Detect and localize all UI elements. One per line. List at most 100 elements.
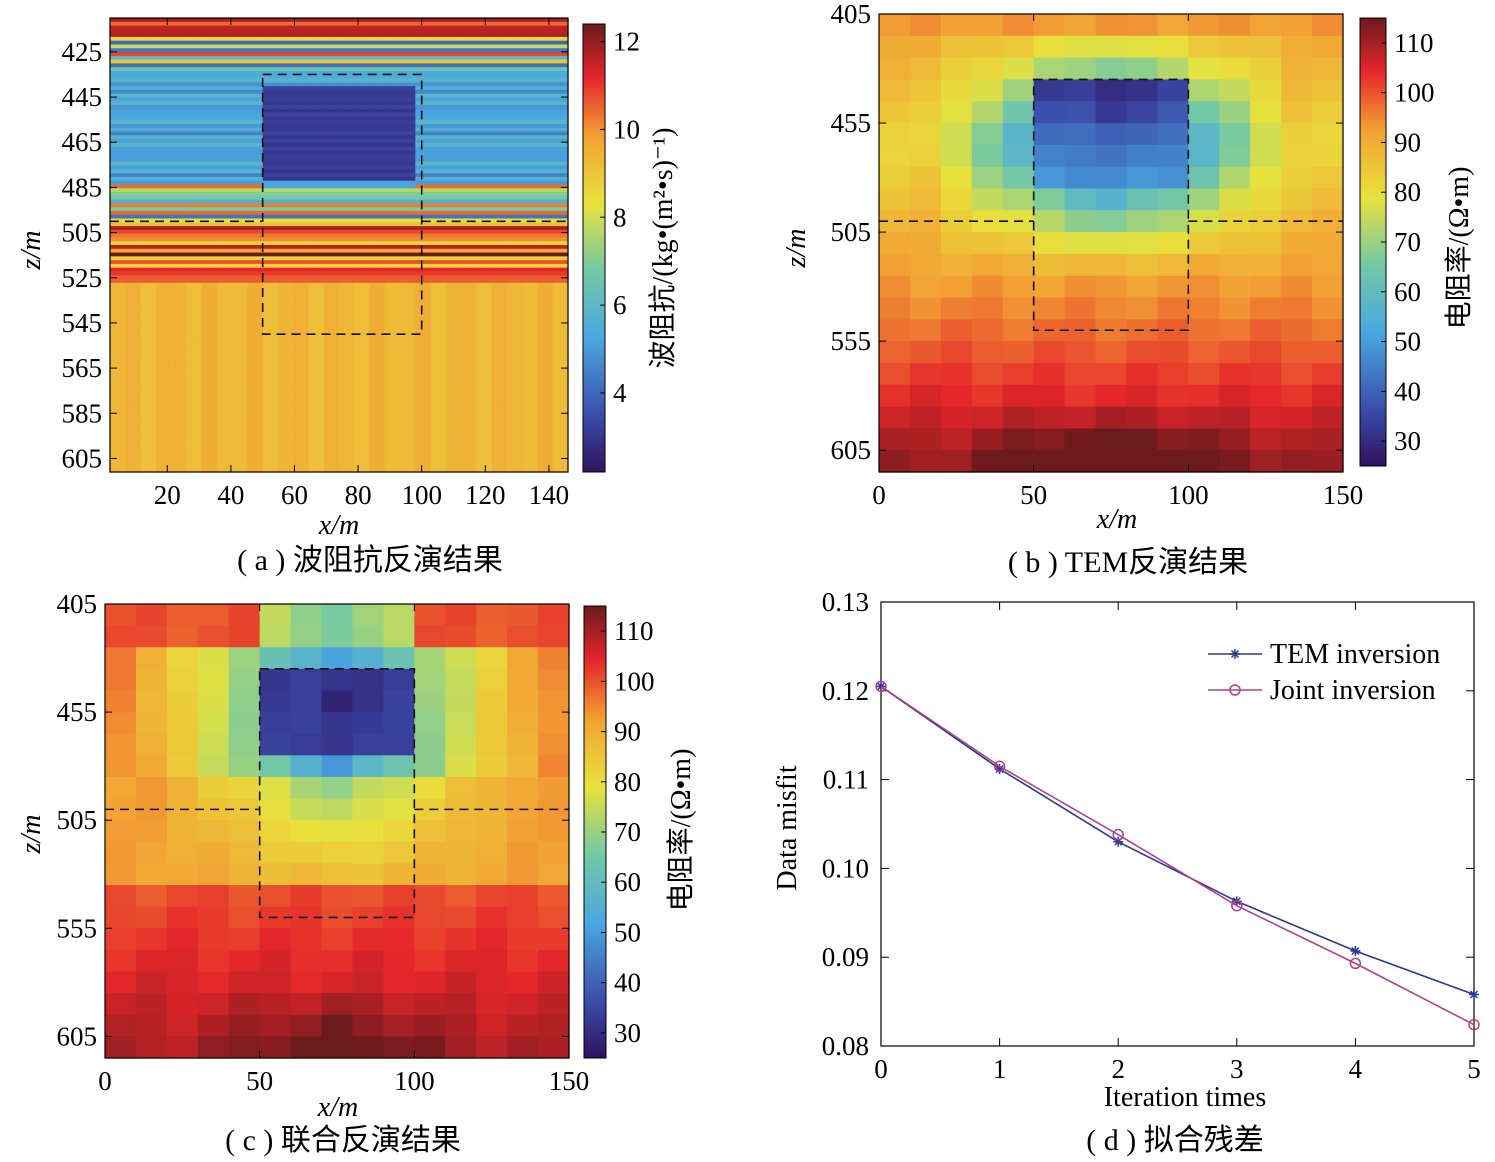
heatmap-cell	[354, 241, 371, 246]
heatmap-cell	[1281, 14, 1313, 37]
heatmap-cell	[171, 120, 187, 125]
heatmap-cell	[1002, 123, 1035, 146]
heatmap-cell	[201, 392, 218, 397]
heatmap-cell	[216, 146, 233, 152]
heatmap-cell	[537, 396, 554, 401]
heatmap-cell	[415, 169, 432, 174]
heatmap-cell	[476, 403, 493, 409]
heatmap-cell	[135, 885, 168, 908]
heatmap-cell	[125, 403, 142, 409]
heatmap-cell	[491, 33, 508, 38]
heatmap-cell	[430, 411, 447, 416]
heatmap-cell	[369, 456, 386, 462]
heatmap-cell	[323, 229, 340, 235]
heatmap-cell	[232, 453, 248, 458]
heatmap-cell	[277, 350, 294, 356]
heatmap-cell	[445, 154, 462, 159]
heatmap-cell	[415, 252, 432, 257]
heatmap-cell	[125, 445, 142, 450]
heatmap-cell	[506, 305, 523, 310]
heatmap-cell	[339, 218, 355, 223]
heatmap-cell	[476, 248, 493, 254]
heatmap-cell	[383, 733, 415, 756]
heatmap-cell	[339, 449, 355, 454]
heatmap-cell	[506, 449, 523, 454]
heatmap-cell	[522, 453, 539, 458]
heatmap-cell	[476, 456, 493, 462]
heatmap-cell	[247, 33, 264, 38]
heatmap-cell	[339, 210, 355, 216]
heatmap-cell	[491, 328, 508, 333]
heatmap-cell	[1250, 341, 1282, 364]
heatmap-cell	[1002, 79, 1035, 102]
heatmap-cell	[352, 928, 384, 951]
heatmap-cell	[262, 468, 279, 473]
heatmap-cell	[232, 290, 248, 295]
heatmap-cell	[232, 415, 248, 420]
heatmap-cell	[522, 271, 539, 276]
heatmap-cell	[476, 392, 493, 397]
heatmap-cell	[216, 89, 233, 95]
heatmap-cell	[400, 195, 416, 201]
heatmap-cell	[445, 282, 462, 288]
heatmap-cell	[308, 392, 325, 397]
heatmap-cell	[186, 241, 203, 246]
heatmap-cell	[430, 18, 447, 23]
heatmap-cell	[400, 161, 416, 167]
heatmap-cell	[415, 157, 432, 163]
heatmap-cell	[232, 245, 248, 250]
heatmap-cell	[140, 362, 157, 367]
heatmap-cell	[1281, 428, 1313, 451]
heatmap-cell	[308, 468, 325, 473]
heatmap-cell	[384, 449, 401, 454]
heatmap-cell	[277, 169, 294, 174]
heatmap-cell	[171, 290, 187, 295]
heatmap-cell	[323, 233, 340, 239]
heatmap-cell	[537, 101, 554, 106]
heatmap-cell	[293, 123, 310, 129]
heatmap-cell	[293, 313, 310, 318]
heatmap-cell	[369, 116, 386, 121]
heatmap-cell	[308, 403, 325, 409]
panel-d: 0 1 2 3 4 50.080.090.100.110.120.13 TEM inver…	[772, 587, 1481, 1157]
heatmap-cell	[522, 403, 539, 409]
heatmap-cell	[476, 949, 508, 973]
heatmap-cell	[1095, 362, 1128, 386]
heatmap-cell	[506, 105, 523, 110]
heatmap-cell	[232, 195, 248, 201]
heatmap-cell	[247, 373, 264, 379]
heatmap-cell	[491, 237, 508, 242]
heatmap-cell	[247, 233, 264, 239]
heatmap-cell	[201, 339, 218, 344]
heatmap-cell	[522, 407, 539, 413]
heatmap-cell	[201, 25, 218, 30]
heatmap-cell	[323, 135, 340, 140]
heatmap-cell	[445, 131, 462, 136]
heatmap-cell	[506, 29, 523, 34]
heatmap-cell	[476, 123, 493, 129]
heatmap-cell	[354, 150, 371, 155]
heatmap-cell	[369, 396, 386, 401]
heatmap-cell	[461, 29, 477, 34]
heatmap-cell	[506, 434, 523, 439]
y-tick-label: 565	[62, 353, 103, 383]
heatmap-cell	[354, 426, 371, 431]
heatmap-cell	[430, 252, 447, 257]
heatmap-cell	[232, 324, 248, 329]
heatmap-cell	[552, 165, 569, 170]
heatmap-cell	[105, 1036, 137, 1059]
heatmap-cell	[308, 93, 325, 99]
heatmap-cell	[232, 263, 248, 269]
heatmap-cell	[186, 199, 203, 204]
heatmap-cell	[125, 332, 142, 337]
heatmap-cell	[522, 347, 539, 352]
heatmap-cell	[186, 358, 203, 363]
heatmap-cell	[400, 233, 416, 239]
heatmap-cell	[110, 464, 126, 469]
heatmap-cell	[491, 89, 508, 95]
heatmap-cell	[354, 286, 371, 291]
heatmap-cell	[445, 195, 462, 201]
heatmap-cell	[552, 305, 569, 310]
heatmap-cell	[232, 313, 248, 318]
heatmap-cell	[262, 123, 279, 129]
